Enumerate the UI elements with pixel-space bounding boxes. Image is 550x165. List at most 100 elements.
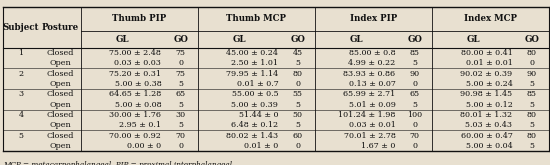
Text: Index MCP: Index MCP [464,14,517,23]
Text: 0: 0 [295,80,300,88]
Text: 0: 0 [529,59,534,67]
Text: 1: 1 [19,49,24,57]
Text: 5.00 ± 0.12: 5.00 ± 0.12 [465,101,513,109]
Text: 75: 75 [175,70,186,78]
Text: 70.00 ± 0.92: 70.00 ± 0.92 [109,132,161,139]
Text: 3: 3 [19,90,24,98]
Text: 0: 0 [178,59,183,67]
Text: 85.00 ± 0.8: 85.00 ± 0.8 [349,49,395,57]
Text: 65: 65 [410,90,420,98]
Text: Posture: Posture [41,23,79,32]
Text: 5.00 ± 0.38: 5.00 ± 0.38 [114,80,161,88]
Text: 5: 5 [295,101,300,109]
Text: 80.01 ± 1.32: 80.01 ± 1.32 [460,111,513,119]
Text: 4: 4 [19,111,24,119]
Text: 5.00 ± 0.39: 5.00 ± 0.39 [232,101,278,109]
Text: 2: 2 [19,70,24,78]
Bar [3,7,549,151]
Text: 5: 5 [412,101,417,109]
Text: 0: 0 [412,142,417,150]
Text: Closed: Closed [46,90,74,98]
Text: 5: 5 [529,142,534,150]
Text: 0.03 ± 0.03: 0.03 ± 0.03 [114,59,161,67]
Text: 80.00 ± 0.41: 80.00 ± 0.41 [460,49,513,57]
Text: 1.67 ± 0: 1.67 ± 0 [361,142,395,150]
Text: 6.48 ± 0.12: 6.48 ± 0.12 [231,121,278,129]
Text: 45: 45 [293,49,303,57]
Text: 70: 70 [175,132,186,139]
Text: Open: Open [49,142,71,150]
Text: 83.93 ± 0.86: 83.93 ± 0.86 [343,70,395,78]
Text: Thumb MCP: Thumb MCP [226,14,287,23]
Text: 85: 85 [410,49,420,57]
Text: 0.01 ± 0.7: 0.01 ± 0.7 [236,80,278,88]
Text: 80: 80 [527,111,537,119]
Text: 75.00 ± 2.48: 75.00 ± 2.48 [109,49,161,57]
Text: 5: 5 [295,59,300,67]
Text: 0.13 ± 0.07: 0.13 ± 0.07 [349,80,395,88]
Text: Closed: Closed [46,132,74,139]
Text: 5: 5 [19,132,24,139]
Text: Closed: Closed [46,70,74,78]
Text: GL: GL [232,35,246,44]
Text: 0.03 ± 0.01: 0.03 ± 0.01 [349,121,395,129]
Text: 5.01 ± 0.09: 5.01 ± 0.09 [349,101,395,109]
Text: Open: Open [49,101,71,109]
Text: 5: 5 [412,59,417,67]
Text: 79.95 ± 1.14: 79.95 ± 1.14 [226,70,278,78]
Text: 75: 75 [175,49,186,57]
Text: GL: GL [349,35,363,44]
Text: 55.00 ± 0.5: 55.00 ± 0.5 [232,90,278,98]
Text: 5: 5 [529,121,534,129]
Text: 60.00 ± 0.47: 60.00 ± 0.47 [460,132,513,139]
Text: GL: GL [116,35,129,44]
Text: 80.02 ± 1.43: 80.02 ± 1.43 [226,132,278,139]
Text: 70: 70 [410,132,420,139]
Text: Index PIP: Index PIP [350,14,397,23]
Text: MCP = metacarpophalangeal, PIP = proximal interphalangeal.: MCP = metacarpophalangeal, PIP = proxima… [3,161,234,165]
Text: Closed: Closed [46,49,74,57]
Text: 2.50 ± 1.01: 2.50 ± 1.01 [232,59,278,67]
Text: 70.01 ± 2.78: 70.01 ± 2.78 [344,132,395,139]
Text: Open: Open [49,80,71,88]
Text: 80: 80 [527,49,537,57]
Text: 30.00 ± 1.76: 30.00 ± 1.76 [109,111,161,119]
Text: 0: 0 [295,142,300,150]
Text: 5: 5 [529,101,534,109]
Text: Thumb PIP: Thumb PIP [112,14,167,23]
Text: GO: GO [524,35,539,44]
Text: 0: 0 [178,142,183,150]
Text: 0: 0 [412,80,417,88]
Text: 90: 90 [410,70,420,78]
Text: 5.03 ± 0.43: 5.03 ± 0.43 [465,121,513,129]
Text: 0.00 ± 0: 0.00 ± 0 [127,142,161,150]
Text: Subject: Subject [3,23,39,32]
Text: 45.00 ± 0.24: 45.00 ± 0.24 [227,49,278,57]
Text: 90.02 ± 0.39: 90.02 ± 0.39 [460,70,513,78]
Text: 5.00 ± 0.08: 5.00 ± 0.08 [115,101,161,109]
Text: Closed: Closed [46,111,74,119]
Text: 90.98 ± 1.45: 90.98 ± 1.45 [460,90,513,98]
Text: 51.44 ± 0: 51.44 ± 0 [239,111,278,119]
Text: GL: GL [466,35,480,44]
Text: Open: Open [49,121,71,129]
Text: 60: 60 [293,132,303,139]
Text: 0.01 ± 0: 0.01 ± 0 [244,142,278,150]
Text: 55: 55 [293,90,303,98]
Text: 90: 90 [527,70,537,78]
Text: 0: 0 [412,121,417,129]
Text: 4.99 ± 0.22: 4.99 ± 0.22 [348,59,395,67]
Text: 5: 5 [178,121,183,129]
Text: 5: 5 [178,101,183,109]
Text: 5.00 ± 0.24: 5.00 ± 0.24 [465,80,513,88]
Text: 80: 80 [527,132,537,139]
Text: GO: GO [173,35,188,44]
Text: 50: 50 [293,111,303,119]
Text: 5.00 ± 0.04: 5.00 ± 0.04 [466,142,513,150]
Text: 5: 5 [178,80,183,88]
Text: Open: Open [49,59,71,67]
Text: 64.65 ± 1.28: 64.65 ± 1.28 [109,90,161,98]
Text: 0.01 ± 0.01: 0.01 ± 0.01 [465,59,513,67]
Text: 101.24 ± 1.98: 101.24 ± 1.98 [338,111,395,119]
Text: GO: GO [408,35,422,44]
